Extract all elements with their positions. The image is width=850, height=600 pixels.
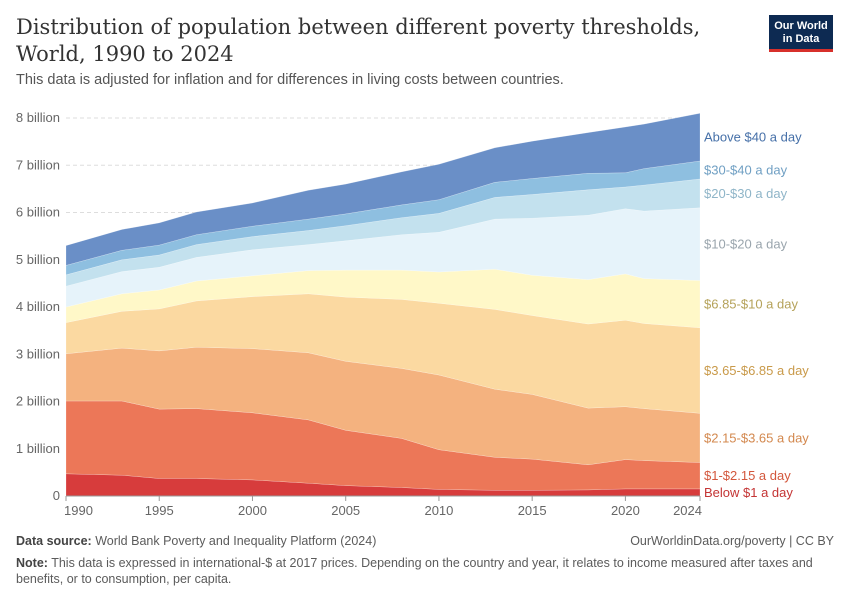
- y-tick-label: 5 billion: [16, 252, 60, 267]
- x-tick-label: 2015: [518, 503, 547, 518]
- source-line: Data source: World Bank Poverty and Ineq…: [16, 533, 376, 549]
- y-tick-label: 2 billion: [16, 394, 60, 409]
- series-label[interactable]: Below $1 a day: [704, 485, 793, 500]
- y-tick-label: 0: [53, 488, 60, 503]
- logo-line-2: in Data: [782, 33, 820, 45]
- note-line: Note: This data is expressed in internat…: [16, 555, 834, 587]
- series-label[interactable]: $3.65-$6.85 a day: [704, 363, 809, 378]
- series-label[interactable]: $10-$20 a day: [704, 237, 788, 252]
- footer: Data source: World Bank Poverty and Ineq…: [16, 533, 834, 587]
- license-link[interactable]: OurWorldinData.org/poverty | CC BY: [630, 534, 834, 548]
- x-tick-label: 2000: [238, 503, 267, 518]
- y-tick-label: 1 billion: [16, 441, 60, 456]
- series-label[interactable]: $6.85-$10 a day: [704, 297, 798, 312]
- series-label[interactable]: $1-$2.15 a day: [704, 468, 791, 483]
- area-series: [65, 113, 701, 497]
- x-tick-label: 2024: [673, 503, 702, 518]
- logo-line-1: Our World: [774, 20, 828, 32]
- y-tick-label: 8 billion: [16, 110, 60, 125]
- y-axis-ticks: 0 1 billion 2 billion 3 billion 4 billion 5 b…: [16, 110, 60, 503]
- series-label[interactable]: $30-$40 a day: [704, 162, 788, 177]
- x-tick-label: 1995: [145, 503, 174, 518]
- y-tick-label: 3 billion: [16, 346, 60, 361]
- area-8: [65, 113, 701, 266]
- x-tick-label: 2020: [611, 503, 640, 518]
- chart-subtitle: This data is adjusted for inflation and …: [16, 72, 564, 88]
- y-tick-label: 4 billion: [16, 299, 60, 314]
- series-label[interactable]: $2.15-$3.65 a day: [704, 430, 809, 445]
- x-tick-label: 1990: [64, 503, 93, 518]
- series-labels: Below $1 a day $1-$2.15 a day $2.15-$3.65 …: [704, 130, 809, 500]
- chart-title: Distribution of population between diffe…: [16, 15, 701, 66]
- x-tick-label: 2010: [424, 503, 453, 518]
- y-tick-label: 6 billion: [16, 205, 60, 220]
- note-text: This data is expressed in international-…: [16, 556, 813, 586]
- note-label: Note:: [16, 556, 48, 570]
- x-axis-ticks: 1990 1995 2000 2005 2010 2015 2020 2024: [64, 496, 702, 518]
- series-label[interactable]: $20-$30 a day: [704, 186, 788, 201]
- x-tick-label: 2005: [331, 503, 360, 518]
- series-label[interactable]: Above $40 a day: [704, 130, 802, 145]
- stacked-area-chart: 0 1 billion 2 billion 3 billion 4 billion 5 b…: [16, 110, 809, 518]
- source-label: Data source:: [16, 534, 92, 548]
- owid-logo[interactable]: Our World in Data: [769, 15, 833, 52]
- y-tick-label: 7 billion: [16, 157, 60, 172]
- source-text[interactable]: World Bank Poverty and Inequality Platfo…: [95, 534, 377, 548]
